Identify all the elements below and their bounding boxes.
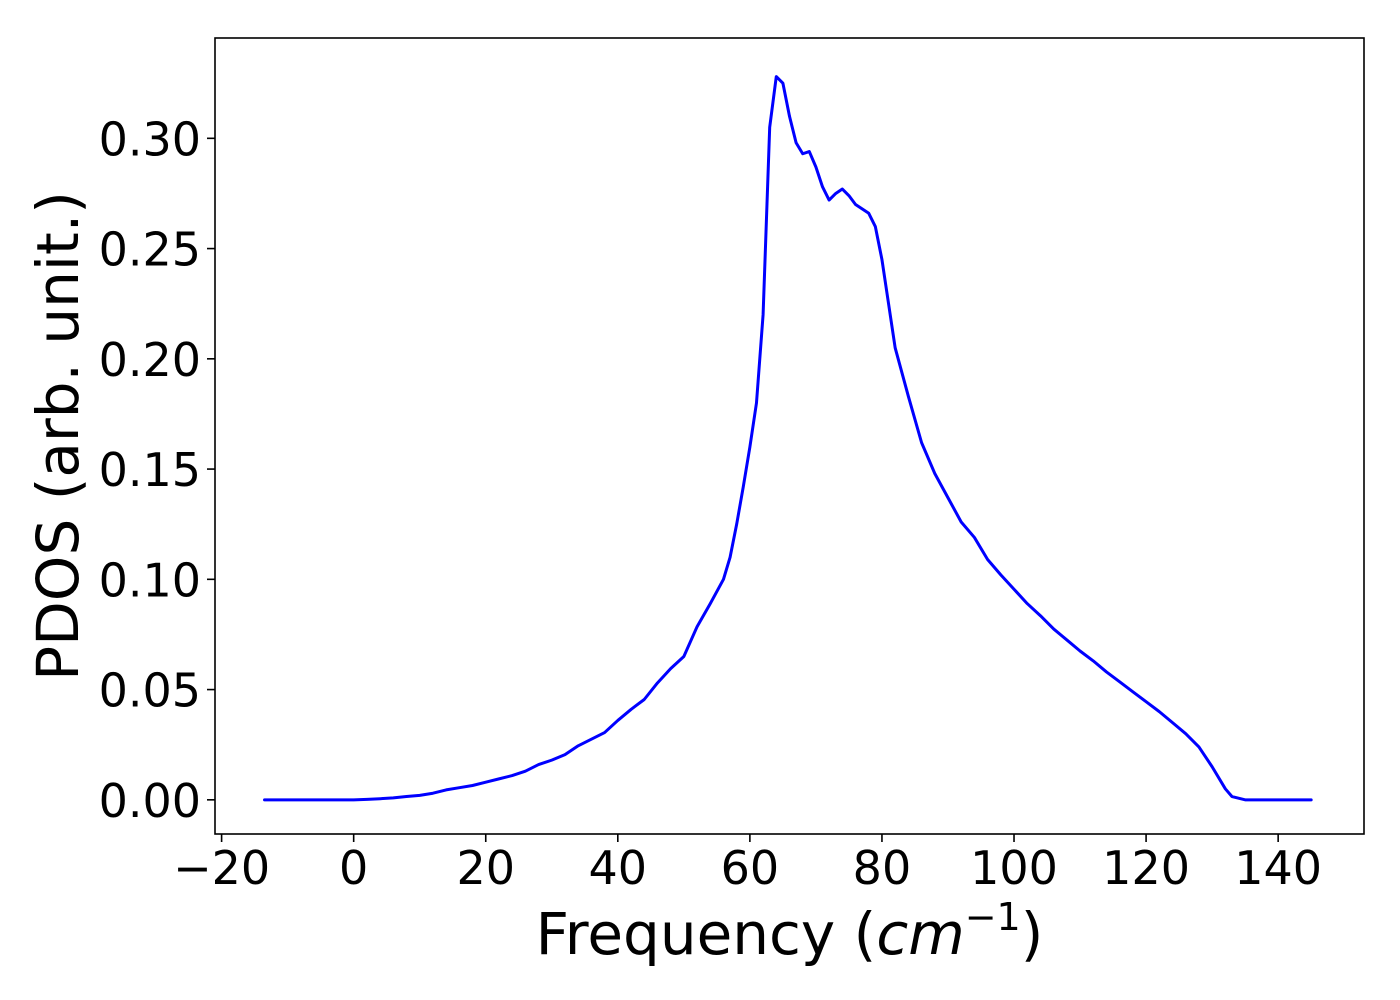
x-tick-label: 120 [1102, 841, 1190, 895]
y-axis-label: PDOS (arb. unit.) [24, 191, 92, 681]
y-tick-label: 0.00 [99, 774, 201, 828]
y-tick-label: 0.10 [99, 553, 201, 607]
x-axis-label-prefix: Frequency ( [536, 900, 877, 968]
x-axis-label-superscript: −1 [965, 895, 1021, 939]
y-tick-label: 0.15 [99, 443, 201, 497]
x-axis-label-unit: cm [876, 900, 964, 968]
x-axis-label-suffix: ) [1021, 900, 1044, 968]
y-tick-label: 0.25 [99, 223, 201, 277]
x-tick-label: 0 [339, 841, 368, 895]
pdos-series-line [263, 75, 1313, 802]
x-tick-label: −20 [173, 841, 270, 895]
x-axis-label: Frequency (cm−1) [536, 895, 1044, 968]
y-tick-label: 0.05 [99, 664, 201, 718]
y-tick-label: 0.30 [99, 112, 201, 166]
x-tick-label: 140 [1234, 841, 1322, 895]
x-tick-label: 80 [853, 841, 912, 895]
x-tick-label: 60 [721, 841, 780, 895]
y-tick-label: 0.20 [99, 333, 201, 387]
plot-frame [214, 37, 1365, 835]
x-tick-label: 40 [589, 841, 648, 895]
y-axis-ticks: 0.00 0.05 0.10 0.15 0.20 0.25 0.30 [99, 112, 215, 828]
x-tick-label: 100 [970, 841, 1058, 895]
x-axis-ticks: −20 0 20 40 60 80 100 120 140 [173, 834, 1322, 895]
series-layer [263, 75, 1313, 802]
x-tick-label: 20 [456, 841, 515, 895]
